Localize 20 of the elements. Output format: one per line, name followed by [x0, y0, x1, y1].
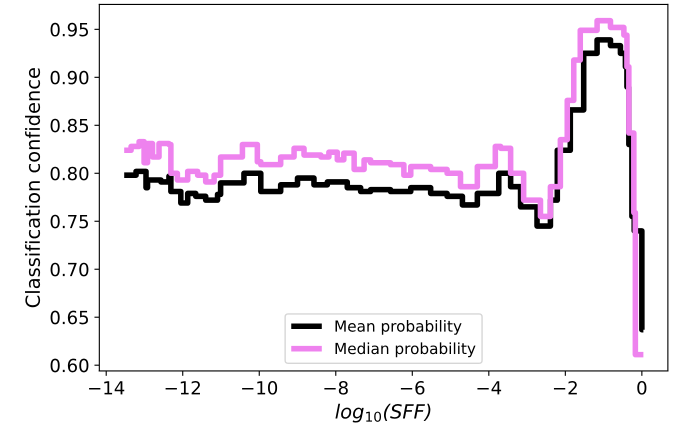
- y-axis-title: Classification confidence: [25, 68, 40, 308]
- x-tick-label: −4: [477, 381, 502, 394]
- x-tick-label: −6: [400, 380, 424, 395]
- x-tick-label: −10: [242, 380, 278, 395]
- x-tick-label: −2: [554, 380, 577, 394]
- x-tick-label: −8: [324, 380, 348, 395]
- y-tick-label: 0.80: [50, 166, 88, 180]
- y-tick-label: 0.70: [50, 262, 88, 276]
- y-tick-label: 0.65: [50, 310, 88, 324]
- y-tick-label: 0.75: [50, 214, 88, 228]
- y-tick-label: 0.85: [50, 118, 88, 132]
- y-tick-label: 0.60: [50, 358, 88, 372]
- x-tick-label: 0: [637, 380, 646, 395]
- y-tick-label: 0.95: [50, 22, 88, 36]
- y-tick-label: 0.90: [50, 70, 88, 84]
- x-tick-label: −14: [89, 381, 124, 394]
- legend-label: Median probability: [336, 342, 476, 358]
- x-tick-label: −12: [166, 380, 200, 394]
- legend-label: Mean probability: [336, 320, 462, 335]
- x-axis-title: log$_{10}$(SFF): [335, 404, 430, 423]
